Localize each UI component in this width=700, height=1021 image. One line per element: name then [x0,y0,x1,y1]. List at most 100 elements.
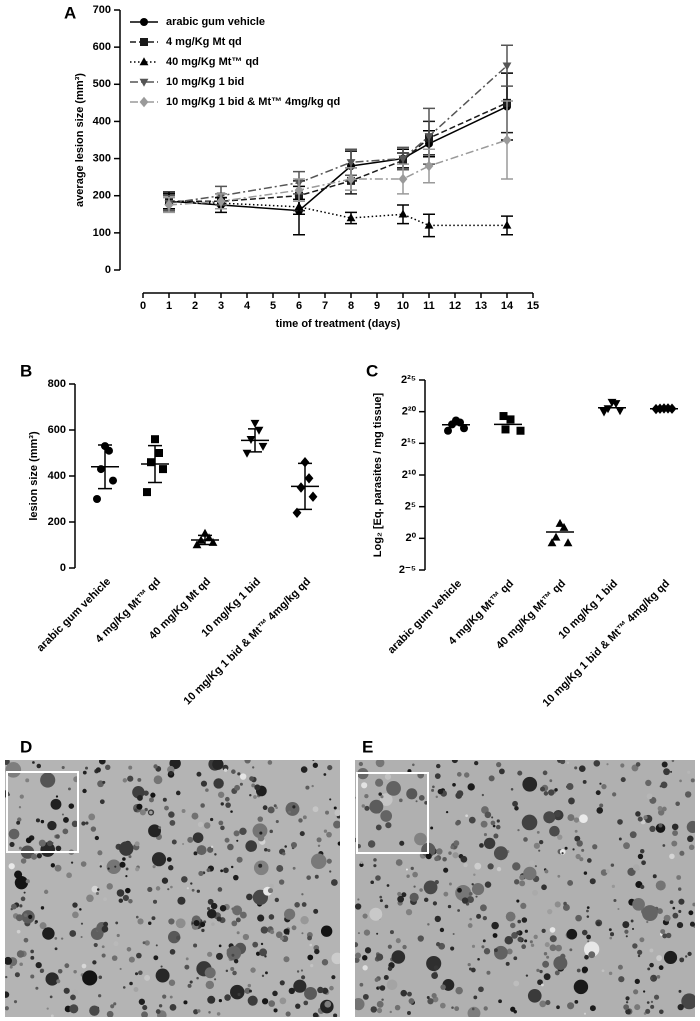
cell [631,927,635,931]
cell [275,931,283,939]
cell [436,848,443,855]
cell [599,803,604,808]
cell [539,969,543,974]
x-tick-label: 3 [218,300,224,312]
cell [412,763,415,767]
cell [672,912,679,919]
cell [62,828,69,835]
cell [253,795,257,799]
x-tick-label: 13 [475,300,487,312]
cell [376,932,379,935]
cell [249,776,255,782]
point [563,538,573,547]
cell [659,1009,664,1015]
cell [13,1000,18,1004]
cell [101,945,105,949]
cell [385,822,392,829]
cell [167,930,181,944]
cell [510,922,516,929]
cell [480,820,488,828]
cell [205,788,209,792]
cell [119,967,122,971]
cell [301,932,304,935]
point [242,449,252,458]
cell [684,791,692,798]
cell [119,841,134,856]
point [258,442,268,451]
cell [205,980,215,990]
cell [224,796,230,802]
marker [346,159,356,168]
cell [379,895,383,899]
cell [463,772,470,778]
micrograph-texture [5,760,340,1017]
cell [546,955,550,959]
marker [398,209,408,218]
cell [236,931,240,935]
cell [327,765,333,771]
cell [5,762,22,778]
cell [557,834,563,840]
cell [19,962,23,967]
cell [370,880,375,885]
cell [331,879,338,886]
cell [678,887,682,891]
cell [268,1000,276,1007]
cell [564,846,568,850]
cell [457,909,460,912]
cell [519,880,526,887]
cell [406,874,410,878]
cell [264,848,268,852]
cell [54,947,58,951]
cell [278,879,285,885]
cell [153,764,158,769]
y-tick-label: 2¹⁰ [402,469,417,481]
cell [629,831,637,839]
cell [587,940,590,943]
x-tick-label: 1 [166,300,172,312]
cell [113,1002,117,1006]
cell [625,1001,629,1004]
cell [467,896,474,904]
x-tick-label: 6 [296,300,302,312]
cell [624,929,629,934]
cell [478,986,484,993]
cell [72,902,78,908]
point [296,482,306,493]
cell [427,923,430,926]
cell [386,979,398,991]
cell [97,780,104,788]
y-tick-label: 600 [93,41,111,53]
cell [220,825,225,831]
cell [455,986,463,995]
cell [323,773,327,776]
cell [431,992,437,999]
cell [69,930,77,937]
cell [419,888,423,892]
cell [676,921,684,929]
cell [116,933,120,938]
cell [247,983,252,988]
cell [686,820,695,834]
cell [250,967,256,973]
cell [362,965,368,971]
cell [106,1010,114,1017]
cell [151,916,156,921]
cell [601,784,607,790]
cell [161,877,169,884]
cell [158,1004,163,1008]
cell [287,932,290,935]
cell [579,814,588,824]
cell [685,955,688,958]
cell [239,782,243,786]
cell [370,1006,377,1013]
cell [641,860,646,866]
marker [424,160,434,172]
cell [364,805,370,811]
point [460,424,468,433]
cell [267,760,273,765]
cell [231,769,236,774]
cell [203,822,211,829]
cell [162,994,167,999]
cell [50,863,56,868]
